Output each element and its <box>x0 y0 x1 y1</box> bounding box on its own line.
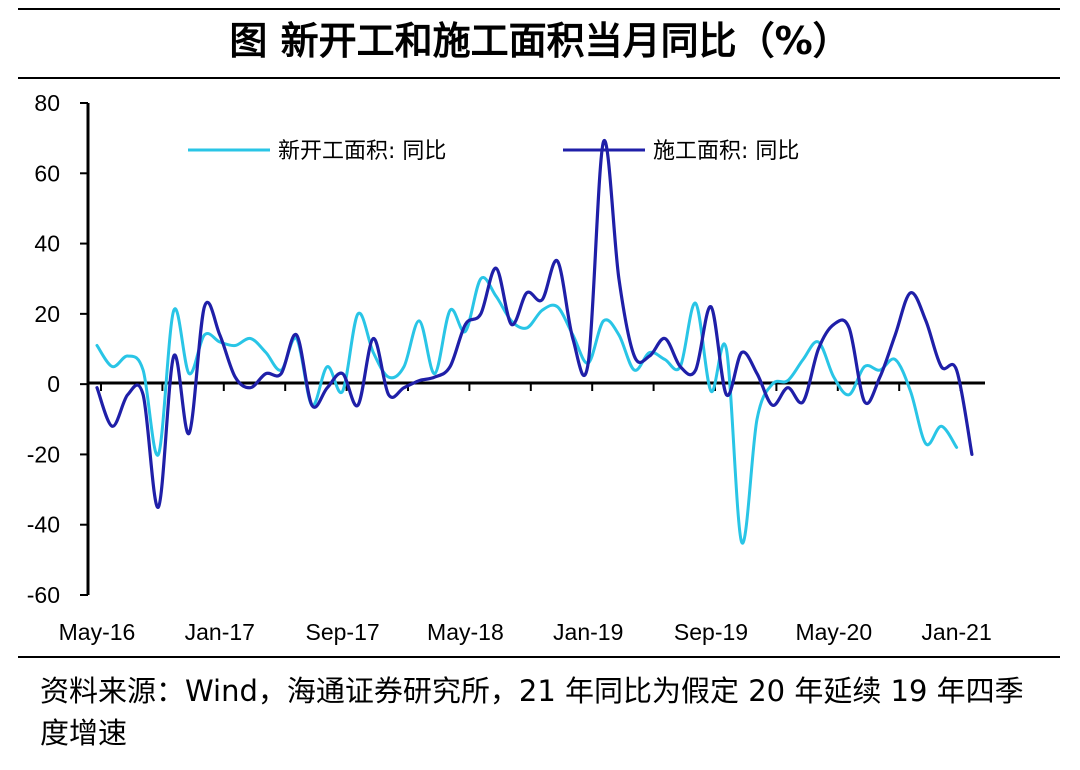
y-tick-label: 80 <box>34 90 60 116</box>
x-tick-label: Sep-17 <box>306 619 380 645</box>
x-tick-label: Sep-19 <box>674 619 748 645</box>
chart-title: 图 新开工和施工面积当月同比（%） <box>229 19 851 63</box>
source-note: 资料来源：Wind，海通证券研究所，21 年同比为假定 20 年延续 19 年四… <box>40 674 1024 750</box>
bottom-rule <box>18 656 1060 658</box>
x-tick-label: May-18 <box>427 619 504 645</box>
y-tick-label: 20 <box>34 301 60 327</box>
title-rule <box>18 77 1060 79</box>
y-tick-label: 40 <box>34 231 60 257</box>
legend-label: 施工面积: 同比 <box>653 139 799 164</box>
y-tick-label: 0 <box>47 371 60 397</box>
legend-item-new-starts: 新开工面积: 同比 <box>188 139 446 164</box>
x-tick-label: Jan-17 <box>185 619 255 645</box>
top-rule <box>18 8 1060 10</box>
y-tick-label: -40 <box>27 512 60 538</box>
x-tick-label: Jan-21 <box>921 619 991 645</box>
series-line-new-starts <box>95 276 959 545</box>
series-line-under-construction <box>95 139 974 509</box>
x-tick-label: May-20 <box>795 619 872 645</box>
x-tick-label: May-16 <box>59 619 136 645</box>
y-tick-label: -20 <box>27 441 60 467</box>
line-chart: 80 60 40 20 0 -20 -40 -60 May-16 Jan-17 Sep-17 May… <box>27 90 992 645</box>
legend-label: 新开工面积: 同比 <box>278 139 446 164</box>
y-tick-label: 60 <box>34 160 60 186</box>
y-tick-label: -60 <box>27 582 60 608</box>
x-tick-label: Jan-19 <box>553 619 623 645</box>
legend-item-under-construction: 施工面积: 同比 <box>563 139 799 164</box>
